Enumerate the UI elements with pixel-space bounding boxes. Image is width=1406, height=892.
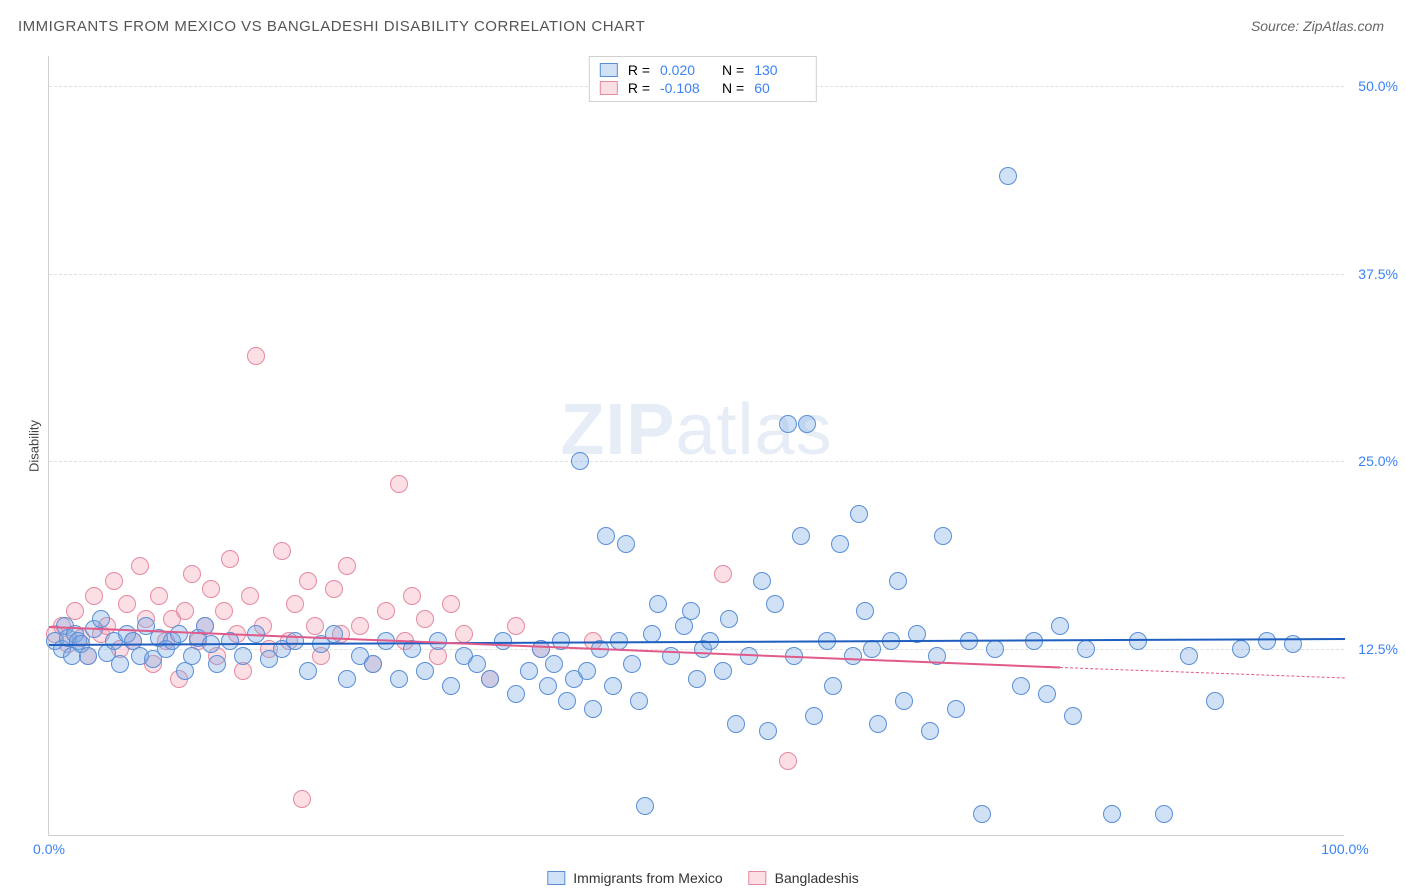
chart-container: IMMIGRANTS FROM MEXICO VS BANGLADESHI DI… <box>0 0 1406 892</box>
y-axis-label: Disability <box>27 420 42 472</box>
legend-label-a: Immigrants from Mexico <box>573 870 722 886</box>
chart-title: IMMIGRANTS FROM MEXICO VS BANGLADESHI DI… <box>18 18 645 35</box>
source-attribution: Source: ZipAtlas.com <box>1251 18 1384 34</box>
correlation-legend: R = 0.020 N = 130 R = -0.108 N = 60 <box>589 56 817 102</box>
n-value-series-a: 130 <box>754 62 806 78</box>
series-legend: Immigrants from Mexico Bangladeshis <box>547 870 858 886</box>
plot-area: ZIPatlas 12.5%25.0%37.5%50.0%0.0%100.0% <box>48 56 1344 836</box>
r-value-series-a: 0.020 <box>660 62 712 78</box>
legend-swatch-b <box>749 871 767 885</box>
legend-label-b: Bangladeshis <box>775 870 859 886</box>
legend-swatch-series-b <box>600 81 618 95</box>
n-value-series-b: 60 <box>754 80 806 96</box>
legend-swatch-a <box>547 871 565 885</box>
legend-swatch-series-a <box>600 63 618 77</box>
r-value-series-b: -0.108 <box>660 80 712 96</box>
